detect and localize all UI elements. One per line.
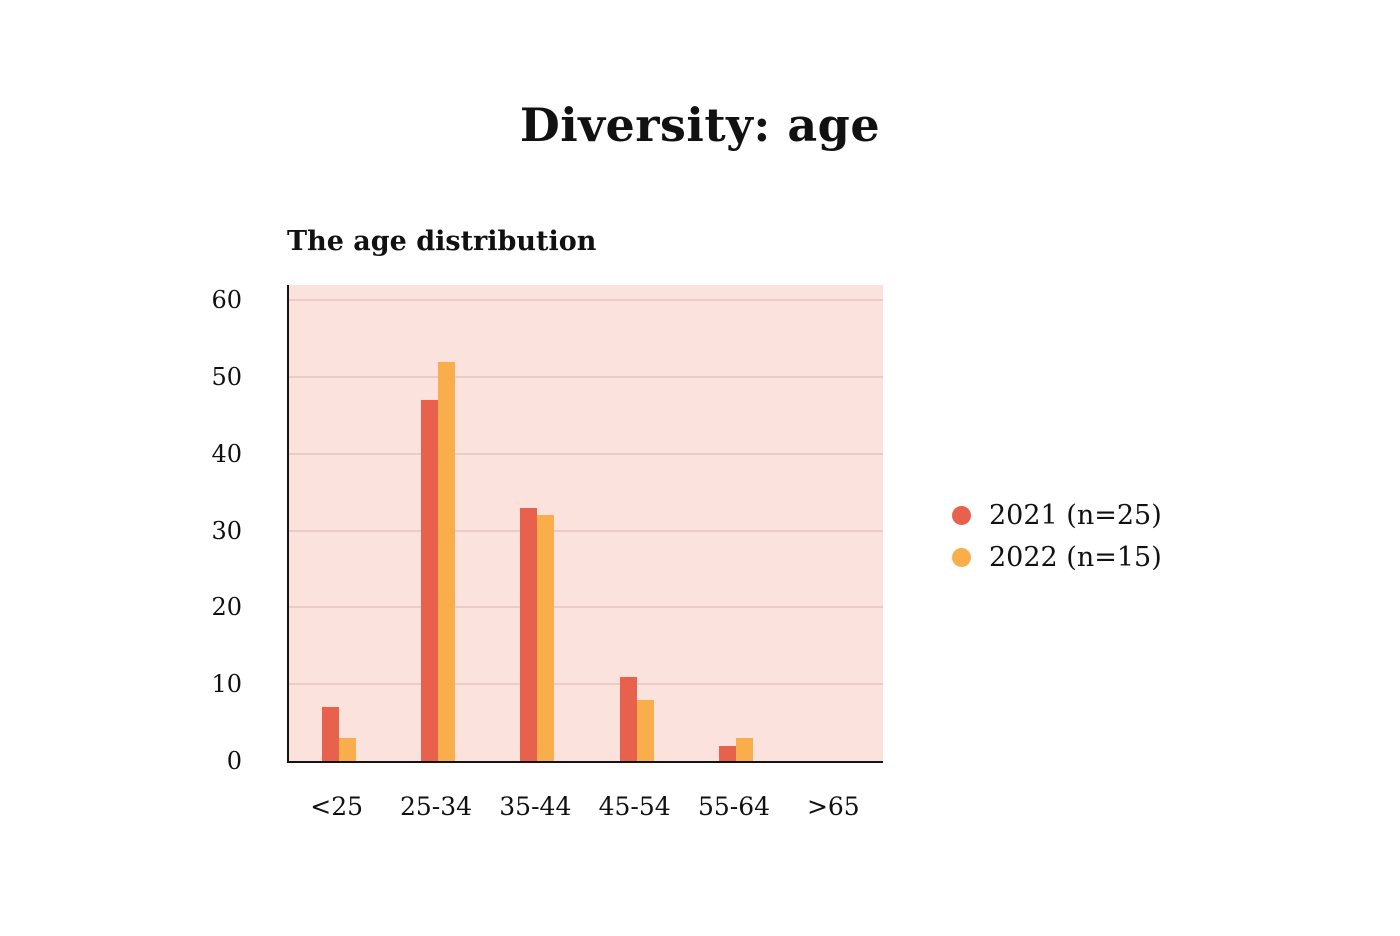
bar [537, 515, 555, 761]
y-tick-label: 20 [211, 593, 242, 622]
x-axis-labels: <25 25-34 35-44 45-54 55-64 >65 [287, 792, 883, 832]
x-tick-label: 25-34 [399, 792, 473, 821]
y-tick-label: 40 [211, 439, 242, 468]
y-tick-label: 0 [226, 747, 242, 775]
y-tick-label: 30 [211, 516, 242, 545]
bar [636, 699, 654, 761]
x-tick-label: 55-64 [697, 792, 771, 821]
gridline [289, 376, 883, 379]
legend-item: 2021 (n=25) [952, 500, 1162, 531]
x-tick-label: >65 [806, 792, 860, 821]
gridline [289, 452, 883, 455]
gridline [289, 683, 883, 686]
bar [338, 737, 356, 761]
y-tick-label: 10 [211, 670, 242, 699]
chart-subtitle: The age distribution [287, 226, 597, 257]
legend-dot [952, 548, 971, 567]
y-tick-label: 50 [211, 363, 242, 392]
bar [619, 676, 637, 761]
bar [321, 707, 339, 761]
y-tick-label: 60 [211, 286, 242, 315]
bar [719, 745, 736, 761]
x-tick-label: 35-44 [499, 792, 572, 821]
gridline [289, 299, 883, 302]
bar [520, 507, 538, 761]
legend-item: 2022 (n=15) [952, 542, 1162, 573]
legend-label: 2022 (n=15) [989, 542, 1162, 573]
plot-area [287, 285, 883, 763]
legend-label: 2021 (n=25) [989, 500, 1162, 531]
legend: 2021 (n=25) 2022 (n=15) [952, 500, 1162, 573]
y-axis-ticks: 0 10 20 30 40 50 60 [170, 285, 270, 775]
x-tick-label: <25 [310, 792, 364, 821]
bar [421, 400, 438, 761]
chart-title: Diversity: age [519, 98, 881, 152]
bar [438, 361, 455, 761]
x-tick-label: 45-54 [598, 792, 671, 821]
gridline [289, 606, 883, 609]
bar [736, 737, 753, 761]
gridline [289, 529, 883, 532]
legend-dot [952, 506, 971, 525]
